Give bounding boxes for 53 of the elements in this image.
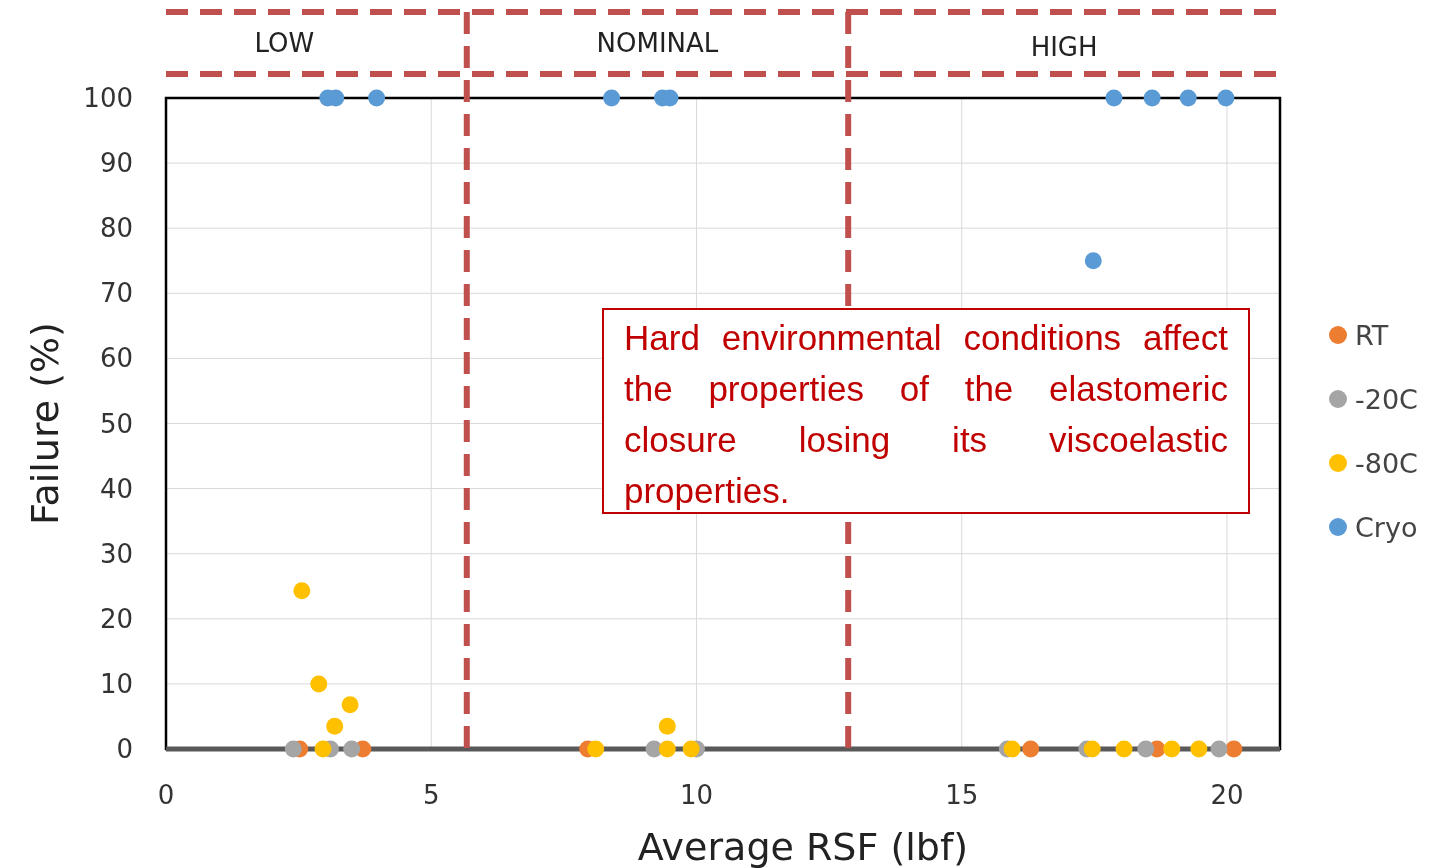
text: NOMINAL [596,28,719,58]
y-tick-label: 100 [83,83,133,113]
x-tick-label: 10 [679,780,714,810]
legend-label: Cryo [1355,512,1418,543]
point [658,717,676,735]
y-tick-label: 20 [99,603,133,634]
y-tick-label: 0 [116,734,133,764]
point [587,740,605,758]
y-tick-label: 80 [99,213,133,244]
point [284,740,302,758]
point [326,717,344,735]
point [293,582,311,600]
y-axis-title: Failure (%) [23,322,67,525]
point [1225,740,1243,758]
legend-label: -20C [1355,384,1418,415]
x-tick-label: 0 [157,780,175,810]
point [1022,740,1040,758]
y-tick-label: 10 [99,668,133,699]
point [658,740,676,758]
point [1190,740,1208,758]
point [682,740,700,758]
y-tick-label: 60 [99,343,133,374]
y-tick-label: 30 [99,538,133,569]
legend-label: -80C [1355,448,1418,479]
point [1137,740,1155,758]
x-tick-label: 5 [422,780,440,810]
point [1083,740,1101,758]
annotation: Hard environmental conditions affect the properties of the elastomeric closure losing its viscoelastic properties. [602,308,1250,514]
point [343,740,361,758]
point [1179,89,1197,107]
point [1115,740,1133,758]
y-tick-label: 70 [99,278,133,309]
point [603,89,621,107]
point [314,740,332,758]
y-tick-label: 50 [99,408,133,439]
x-axis-title: Average RSF (lbf) [637,825,969,868]
point [1105,89,1123,107]
point [1163,740,1181,758]
y-tick-label: 90 [99,148,133,179]
x-tick-label: 20 [1210,780,1244,810]
legend-label: RT [1355,320,1389,351]
text: HIGH [1030,32,1098,62]
x-tick-label: 15 [945,780,979,810]
point [341,696,359,714]
text: LOW [254,28,315,58]
point [1084,252,1102,270]
point [1003,740,1021,758]
point [368,89,386,107]
point [1143,89,1161,107]
point [310,675,328,693]
y-tick-label: 40 [99,473,133,504]
point [1217,89,1235,107]
point [1210,740,1228,758]
